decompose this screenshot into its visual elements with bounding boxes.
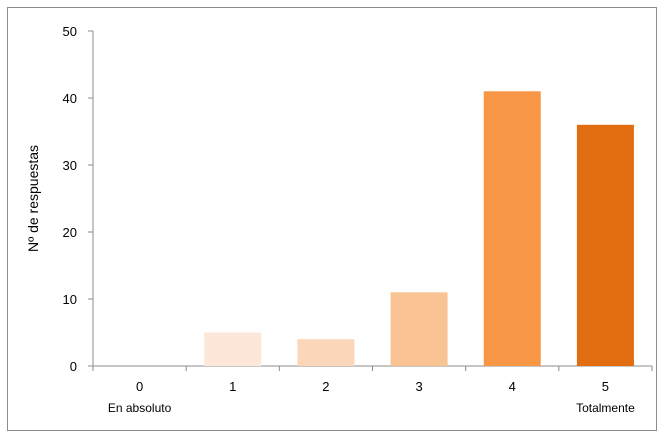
- y-tick-label: 0: [70, 359, 77, 374]
- y-tick-label: 20: [63, 225, 77, 240]
- x-axis: 0 1 2 3 4 5 En absoluto Totalmente: [92, 365, 653, 415]
- x-sublabel-first: En absoluto: [108, 401, 172, 415]
- bar-5: [576, 124, 634, 366]
- bars: [204, 91, 634, 367]
- x-tick-label: 0: [136, 379, 143, 394]
- y-tick-label: 30: [63, 158, 77, 173]
- x-tick-label: 4: [509, 379, 516, 394]
- x-tick-label: 5: [602, 379, 609, 394]
- x-tick-label: 2: [322, 379, 329, 394]
- y-axis: 0 10 20 30 40 50: [63, 24, 94, 374]
- y-axis-title: Nº de respuestas: [25, 145, 41, 252]
- x-sublabel-last: Totalmente: [576, 401, 635, 415]
- x-tick-label: 3: [415, 379, 422, 394]
- x-tick-label: 1: [229, 379, 236, 394]
- bar-4: [483, 91, 541, 367]
- bar-1: [204, 332, 262, 366]
- bar-2: [297, 339, 355, 366]
- y-tick-label: 40: [63, 91, 77, 106]
- y-tick-label: 50: [63, 24, 77, 39]
- bar-3: [390, 292, 448, 366]
- y-tick-label: 10: [63, 292, 77, 307]
